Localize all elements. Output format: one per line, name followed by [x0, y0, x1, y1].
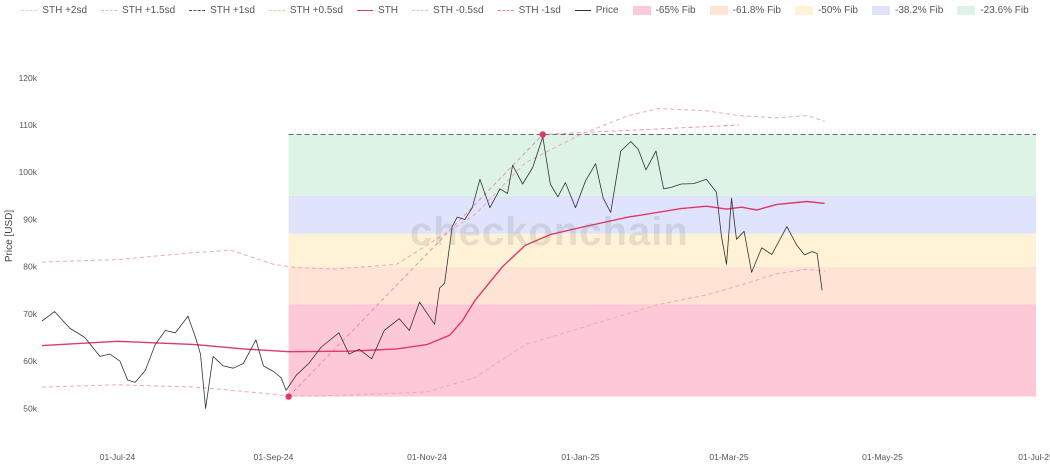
legend-swatch	[101, 9, 118, 11]
legend-swatch	[268, 9, 285, 11]
fib-band-3	[288, 195, 1036, 234]
legend-label: STH -1sd	[518, 4, 561, 16]
series-line-sth-1sd	[41, 268, 825, 397]
legend-label: -50% Fib	[817, 4, 858, 16]
series-line-sth	[41, 200, 825, 353]
legend-swatch	[574, 9, 591, 11]
legend-swatch	[632, 5, 651, 15]
legend-item-8[interactable]: -65% Fib	[632, 4, 696, 16]
y-tick-label-3: 80k	[23, 262, 37, 272]
legend-label: -65% Fib	[655, 4, 696, 16]
legend-swatch	[957, 5, 976, 15]
fib-band-2	[288, 233, 1036, 267]
x-tick-label-6: 01-Jul-25	[1018, 452, 1050, 462]
series-line-price	[41, 136, 823, 409]
legend-item-3[interactable]: STH +0.5sd	[268, 4, 343, 16]
x-tick-label-1: 01-Sep-24	[254, 452, 294, 462]
legend-label: Price	[595, 4, 619, 16]
legend-swatch	[21, 9, 38, 11]
fib-band-1	[288, 266, 1036, 305]
legend-item-6[interactable]: STH -1sd	[497, 4, 561, 16]
fib-band-0	[288, 304, 1036, 397]
chart-legend: STH +2sd STH +1.5sd STH +1sd STH +0.5sd STH S…	[0, 0, 1050, 20]
legend-item-9[interactable]: -61.8% Fib	[709, 4, 781, 16]
y-tick-label-4: 90k	[23, 214, 37, 224]
legend-label: STH +2sd	[42, 4, 88, 16]
legend-label: STH +1sd	[210, 4, 255, 16]
legend-item-12[interactable]: -23.6% Fib	[957, 4, 1029, 16]
legend-item-7[interactable]: Price	[574, 4, 619, 16]
legend-swatch	[356, 9, 373, 11]
y-tick-label-2: 70k	[23, 309, 37, 319]
marker-point-0	[285, 393, 292, 400]
x-tick-label-2: 01-Nov-24	[407, 452, 447, 462]
legend-swatch	[709, 5, 728, 15]
legend-item-10[interactable]: -50% Fib	[794, 4, 858, 16]
legend-label: STH	[377, 4, 398, 16]
legend-label: STH -0.5sd	[432, 4, 484, 16]
legend-swatch	[794, 5, 813, 15]
legend-item-1[interactable]: STH +1.5sd	[101, 5, 175, 16]
legend-label: -38.2% Fib	[894, 4, 944, 16]
x-tick-label-5: 01-May-25	[862, 452, 903, 462]
chart-watermark: checkonchain	[410, 210, 689, 254]
legend-item-11[interactable]: -38.2% Fib	[871, 4, 944, 16]
y-tick-label-5: 100k	[19, 167, 38, 177]
legend-label: STH +0.5sd	[289, 4, 343, 16]
x-tick-label-4: 01-Mar-25	[709, 452, 748, 462]
x-tick-label-0: 01-Jul-24	[100, 452, 136, 462]
legend-swatch	[411, 9, 428, 11]
y-tick-label-6: 110k	[19, 120, 38, 130]
y-tick-label-7: 120k	[19, 73, 38, 83]
legend-swatch	[871, 5, 890, 15]
legend-item-5[interactable]: STH -0.5sd	[411, 4, 484, 16]
legend-swatch	[497, 9, 514, 11]
marker-point-1	[539, 131, 546, 138]
y-axis-label: Price [USD]	[4, 210, 15, 262]
legend-label: -61.8% Fib	[732, 4, 781, 16]
legend-label: STH +1.5sd	[122, 4, 176, 16]
y-tick-label-0: 50k	[23, 403, 37, 413]
legend-item-0[interactable]: STH +2sd	[21, 5, 87, 16]
legend-item-2[interactable]: STH +1sd	[189, 5, 255, 16]
legend-swatch	[189, 9, 206, 11]
fib-band-4	[288, 134, 1036, 196]
x-tick-label-3: 01-Jan-25	[561, 452, 600, 462]
legend-item-4[interactable]: STH	[356, 4, 398, 16]
legend-label: -23.6% Fib	[980, 4, 1029, 16]
y-tick-label-1: 60k	[23, 356, 37, 366]
